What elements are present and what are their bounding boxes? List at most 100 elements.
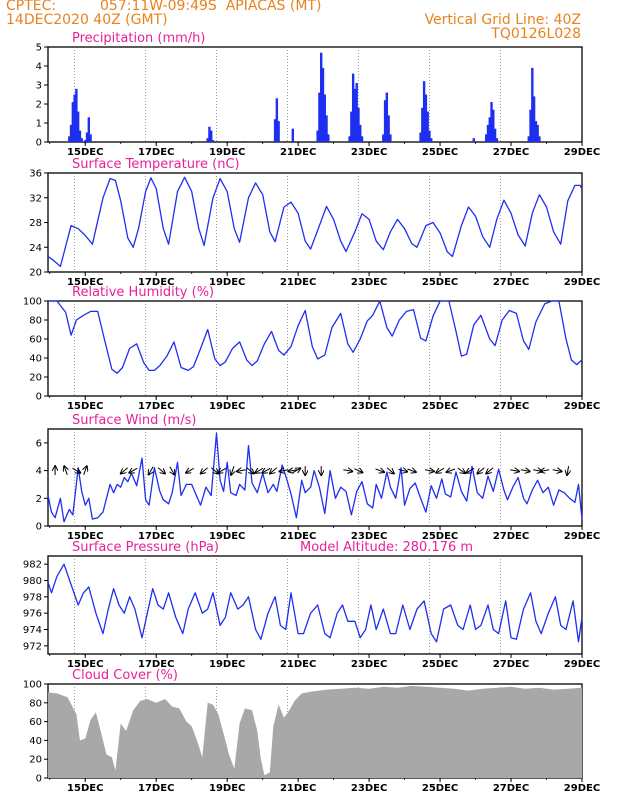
y-tick-label: 974: [23, 625, 42, 636]
y-tick-label: 976: [23, 609, 42, 620]
wind-arrow: [477, 467, 485, 474]
precip-bar: [325, 115, 328, 142]
precip-bar: [495, 138, 499, 142]
x-tick-label: 15DEC: [67, 783, 103, 794]
precip-bar: [277, 121, 280, 142]
y-tick-label: 28: [29, 218, 42, 229]
precip-bar: [323, 94, 326, 142]
precip-bar: [472, 138, 475, 142]
precip-bar: [428, 130, 431, 142]
wind-arrow: [407, 469, 416, 472]
panel-title: Cloud Cover (%): [72, 668, 178, 683]
precip-bar: [389, 134, 392, 142]
y-tick-label: 4: [36, 62, 42, 73]
precip-bar: [424, 94, 428, 142]
y-tick-label: 60: [29, 335, 42, 346]
wind-arrow: [129, 468, 138, 473]
y-tick-label: 24: [29, 243, 42, 254]
precip-bar: [357, 107, 360, 142]
x-tick-label: 17DEC: [138, 147, 174, 158]
wind-arrow: [149, 466, 154, 475]
precip-bar: [531, 67, 534, 142]
precip-bar: [387, 115, 390, 142]
precip-bar: [78, 130, 82, 142]
precip-bar: [490, 102, 493, 142]
wind-arrow: [255, 468, 264, 473]
wind-arrow: [398, 469, 408, 471]
x-tick-label: 17DEC: [138, 659, 174, 670]
precip-bar: [538, 136, 541, 142]
x-tick-label: 25DEC: [422, 531, 458, 542]
precip-bar: [348, 136, 351, 142]
wind-arrow: [424, 470, 434, 472]
x-tick-label: 21DEC: [280, 659, 316, 670]
precip-bar: [355, 83, 358, 142]
precip-bar: [318, 92, 321, 142]
x-tick-label: 19DEC: [209, 783, 245, 794]
x-tick-label: 27DEC: [493, 147, 529, 158]
y-tick-label: 36: [29, 169, 42, 180]
precip-bar: [206, 138, 209, 142]
y-tick-label: 0: [36, 774, 42, 785]
x-tick-label: 27DEC: [493, 783, 529, 794]
precip-bar: [84, 140, 87, 142]
x-tick-label: 19DEC: [209, 401, 245, 412]
series-line-press: [47, 563, 583, 643]
wind-arrow: [567, 466, 569, 475]
precip-bar: [360, 136, 364, 142]
y-tick-label: 982: [23, 560, 42, 571]
precip-bar: [75, 88, 78, 142]
x-tick-label: 27DEC: [493, 401, 529, 412]
series-line-rh: [48, 300, 583, 374]
panel-title: Relative Humidity (%): [72, 285, 214, 300]
precip-bar: [529, 109, 532, 142]
panel-cloud: Cloud Cover (%) 0 20 40 60 80 100 15DEC 17DEC 19D…: [23, 668, 600, 794]
precip-bar: [87, 117, 91, 142]
series-line-temp: [47, 176, 583, 268]
precip-bar: [488, 117, 491, 142]
x-tick-label: 29DEC: [564, 783, 600, 794]
y-tick-label: 60: [29, 717, 42, 728]
precip-bar: [316, 130, 319, 142]
precip-bar: [383, 100, 387, 142]
precip-bar: [80, 138, 83, 142]
x-tick-label: 15DEC: [67, 531, 103, 542]
precip-bar: [421, 107, 424, 142]
wind-arrow: [466, 468, 475, 473]
wind-arrow: [510, 470, 519, 472]
wind-arrow: [170, 466, 175, 475]
wind-arrow: [292, 468, 301, 473]
panel-title: Surface Pressure (hPa): [72, 540, 219, 555]
wind-arrow: [201, 467, 208, 474]
wind-arrow: [262, 468, 271, 473]
run-time-label: 14DEC2020 40Z (GMT): [6, 12, 168, 28]
precip-bar: [532, 96, 536, 142]
x-tick-label: 23DEC: [351, 277, 387, 288]
precip-bar: [273, 119, 277, 142]
y-tick-label: 20: [29, 755, 42, 766]
y-tick-label: 20: [29, 268, 42, 279]
y-tick-label: 40: [29, 354, 42, 365]
panel-title: Surface Temperature (nC): [72, 157, 240, 172]
source-label: CPTEC:: [6, 0, 57, 14]
precip-bar: [210, 130, 213, 142]
precip-bar: [275, 98, 279, 142]
x-tick-label: 23DEC: [351, 659, 387, 670]
panel-subtitle: Model Altitude: 280.176 m: [300, 540, 473, 555]
wind-arrow: [84, 466, 87, 475]
y-tick-label: 0: [36, 392, 42, 403]
precip-bar: [536, 124, 539, 142]
precip-bar: [385, 92, 389, 142]
x-tick-label: 25DEC: [422, 277, 458, 288]
precip-bar: [353, 88, 357, 142]
x-tick-label: 23DEC: [351, 401, 387, 412]
precip-bar: [76, 111, 80, 142]
precip-bar: [527, 136, 530, 142]
x-tick-label: 19DEC: [209, 531, 245, 542]
wind-arrow: [121, 467, 129, 474]
y-tick-label: 5: [36, 43, 42, 54]
wind-arrow: [246, 467, 254, 474]
x-tick-label: 21DEC: [280, 783, 316, 794]
x-tick-label: 25DEC: [422, 401, 458, 412]
x-tick-label: 21DEC: [280, 147, 316, 158]
